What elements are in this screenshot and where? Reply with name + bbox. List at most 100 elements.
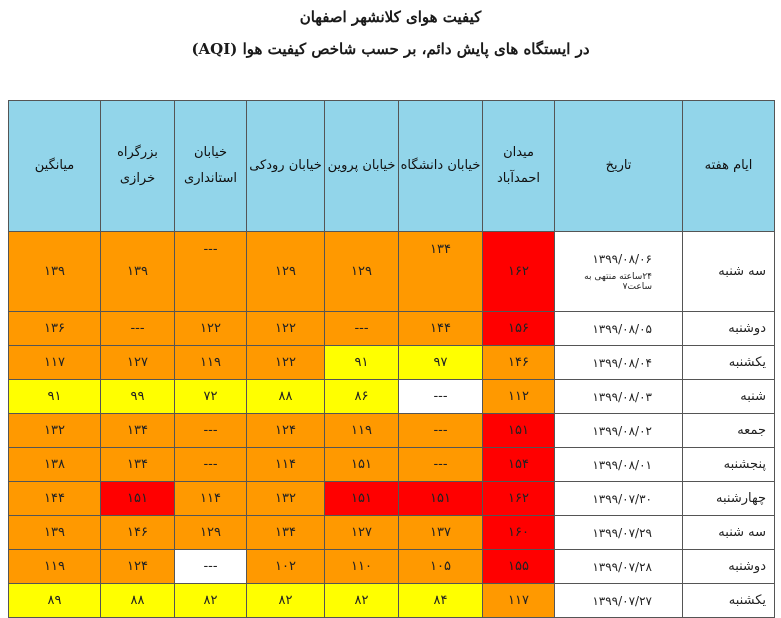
weekday-cell: چهارشنبه: [682, 481, 775, 516]
aqi-value-cell: ۱۶۲: [482, 231, 555, 312]
header-station-ostandari: خیابان استانداری: [174, 100, 247, 232]
aqi-value-cell: ۱۰۲: [246, 549, 325, 584]
average-cell: ۱۴۴: [8, 481, 101, 516]
aqi-value-cell: ---: [398, 413, 483, 448]
aqi-value-cell: ۹۱: [324, 345, 399, 380]
date-text: ۱۳۹۹/۰۸/۰۱: [592, 457, 652, 472]
page-subtitle: در ایستگاه های پایش دائم، بر حسب شاخص کی…: [191, 40, 590, 58]
aqi-value-cell: ۱۵۶: [482, 311, 555, 346]
aqi-value-cell: ۱۴۶: [482, 345, 555, 380]
weekday-cell: سه شنبه: [682, 515, 775, 550]
table-row: شنبه ۱۳۹۹/۰۸/۰۳ ۱۱۲ --- ۸۶ ۸۸ ۷۲ ۹۹ ۹۱: [8, 379, 775, 414]
date-text: ۱۳۹۹/۰۸/۰۵: [592, 321, 652, 336]
aqi-value-cell: ۱۳۲: [246, 481, 325, 516]
aqi-value-cell: ---: [174, 413, 247, 448]
table-row: جمعه ۱۳۹۹/۰۸/۰۲ ۱۵۱ --- ۱۱۹ ۱۲۴ --- ۱۳۴ ۱۳۲: [8, 413, 775, 448]
aqi-value-cell: ۸۸: [100, 583, 175, 618]
aqi-value-cell: ---: [100, 311, 175, 346]
aqi-value-cell: ۱۳۴: [246, 515, 325, 550]
weekday-cell: یکشنبه: [682, 583, 775, 618]
aqi-value-cell: ۱۱۰: [324, 549, 399, 584]
aqi-value-cell: ۱۱۹: [324, 413, 399, 448]
date-cell: ۱۳۹۹/۰۸/۰۳: [554, 379, 683, 414]
date-note: ۲۴ساعته منتهی به ساعت۷: [584, 271, 652, 292]
date-text: ۱۳۹۹/۰۸/۰۴: [592, 355, 652, 370]
aqi-value-cell: ۱۳۹: [100, 231, 175, 312]
aqi-value-cell: ۱۲۹: [324, 231, 399, 312]
aqi-value-cell: ۱۵۱: [100, 481, 175, 516]
aqi-value-cell: ۸۲: [246, 583, 325, 618]
aqi-value-cell: ۱۵۵: [482, 549, 555, 584]
aqi-value-cell: ۸۴: [398, 583, 483, 618]
aqi-value-cell: ۱۰۵: [398, 549, 483, 584]
average-cell: ۱۱۹: [8, 549, 101, 584]
aqi-value-cell: ۱۱۷: [482, 583, 555, 618]
aqi-value-cell: ۹۷: [398, 345, 483, 380]
aqi-value-cell: ۱۶۲: [482, 481, 555, 516]
aqi-value-cell: ۱۵۱: [482, 413, 555, 448]
table-row: یکشنبه ۱۳۹۹/۰۷/۲۷ ۱۱۷ ۸۴ ۸۲ ۸۲ ۸۲ ۸۸ ۸۹: [8, 583, 775, 618]
aqi-value-cell: ۱۵۱: [398, 481, 483, 516]
aqi-value-cell: ۱۲۷: [100, 345, 175, 380]
date-text: ۱۳۹۹/۰۸/۰۶: [592, 251, 652, 266]
date-text: ۱۳۹۹/۰۷/۲۷: [592, 593, 652, 608]
average-cell: ۸۹: [8, 583, 101, 618]
average-cell: ۱۱۷: [8, 345, 101, 380]
average-cell: ۹۱: [8, 379, 101, 414]
average-cell: ۱۳۶: [8, 311, 101, 346]
table-row: یکشنبه ۱۳۹۹/۰۸/۰۴ ۱۴۶ ۹۷ ۹۱ ۱۲۲ ۱۱۹ ۱۲۷ ۱۱۷: [8, 345, 775, 380]
date-text: ۱۳۹۹/۰۷/۲۸: [592, 559, 652, 574]
aqi-value-cell: ۸۸: [246, 379, 325, 414]
aqi-value-cell: ۱۲۹: [246, 231, 325, 312]
table-row: دوشنبه ۱۳۹۹/۰۷/۲۸ ۱۵۵ ۱۰۵ ۱۱۰ ۱۰۲ --- ۱۲۴ ۱۱۹: [8, 549, 775, 584]
average-cell: ۱۳۲: [8, 413, 101, 448]
table-row: دوشنبه ۱۳۹۹/۰۸/۰۵ ۱۵۶ ۱۴۴ --- ۱۲۲ ۱۲۲ --- ۱۳۶: [8, 311, 775, 346]
header-station-ahmadabad: میدان احمدآباد: [482, 100, 555, 232]
average-cell: ۱۳۹: [8, 231, 101, 312]
aqi-value-cell: ۱۲۹: [174, 515, 247, 550]
aqi-value-cell: ۱۳۴: [100, 413, 175, 448]
aqi-value-cell: ---: [174, 447, 247, 482]
date-cell: ۱۳۹۹/۰۸/۰۴: [554, 345, 683, 380]
date-cell: ۱۳۹۹/۰۸/۰۱: [554, 447, 683, 482]
table-row: سه شنبه ۱۳۹۹/۰۷/۲۹ ۱۶۰ ۱۳۷ ۱۲۷ ۱۳۴ ۱۲۹ ۱۴۶ ۱۳۹: [8, 515, 775, 550]
weekday-cell: سه شنبه: [682, 231, 775, 312]
header-station-parvin: خیابان پروین: [324, 100, 399, 232]
aqi-value-cell: ۱۵۴: [482, 447, 555, 482]
date-cell: ۱۳۹۹/۰۷/۲۷: [554, 583, 683, 618]
weekday-cell: شنبه: [682, 379, 775, 414]
date-cell: ۱۳۹۹/۰۷/۲۸: [554, 549, 683, 584]
weekday-cell: دوشنبه: [682, 311, 775, 346]
aqi-value-cell: ۸۲: [324, 583, 399, 618]
aqi-value-cell: ۱۲۴: [100, 549, 175, 584]
aqi-value-cell: ---: [174, 231, 247, 312]
date-cell: ۱۳۹۹/۰۸/۰۵: [554, 311, 683, 346]
page-title: کیفیت هوای کلانشهر اصفهان: [299, 8, 482, 26]
date-cell: ۱۳۹۹/۰۸/۰۶ ۲۴ساعته منتهی به ساعت۷: [554, 231, 683, 312]
table-row: پنجشنبه ۱۳۹۹/۰۸/۰۱ ۱۵۴ --- ۱۵۱ ۱۱۴ --- ۱۳۴ ۱۳۸: [8, 447, 775, 482]
aqi-value-cell: ---: [174, 549, 247, 584]
aqi-value-cell: ۱۴۴: [398, 311, 483, 346]
header-station-kharrazi: بزرگراه خرازی: [100, 100, 175, 232]
aqi-value-cell: ۱۱۴: [246, 447, 325, 482]
aqi-value-cell: ۱۳۴: [100, 447, 175, 482]
header-average: میانگین: [8, 100, 101, 232]
aqi-value-cell: ۸۲: [174, 583, 247, 618]
date-text: ۱۳۹۹/۰۸/۰۳: [592, 389, 652, 404]
aqi-value-cell: ۱۳۴: [398, 231, 483, 312]
aqi-value-cell: ---: [398, 447, 483, 482]
weekday-cell: دوشنبه: [682, 549, 775, 584]
header-date: تاریخ: [554, 100, 683, 232]
header-weekday: ایام هفته: [682, 100, 775, 232]
date-cell: ۱۳۹۹/۰۸/۰۲: [554, 413, 683, 448]
aqi-value-cell: ۱۲۷: [324, 515, 399, 550]
weekday-cell: جمعه: [682, 413, 775, 448]
aqi-value-cell: ۸۶: [324, 379, 399, 414]
header-station-daneshgah: خیابان دانشگاه: [398, 100, 483, 232]
date-text: ۱۳۹۹/۰۷/۲۹: [592, 525, 652, 540]
aqi-table: ایام هفته تاریخ میدان احمدآباد خیابان دا…: [8, 100, 775, 618]
aqi-value-cell: ۱۵۱: [324, 447, 399, 482]
aqi-value-cell: ۱۲۲: [174, 311, 247, 346]
average-cell: ۱۳۹: [8, 515, 101, 550]
aqi-value-cell: ۱۲۲: [246, 345, 325, 380]
